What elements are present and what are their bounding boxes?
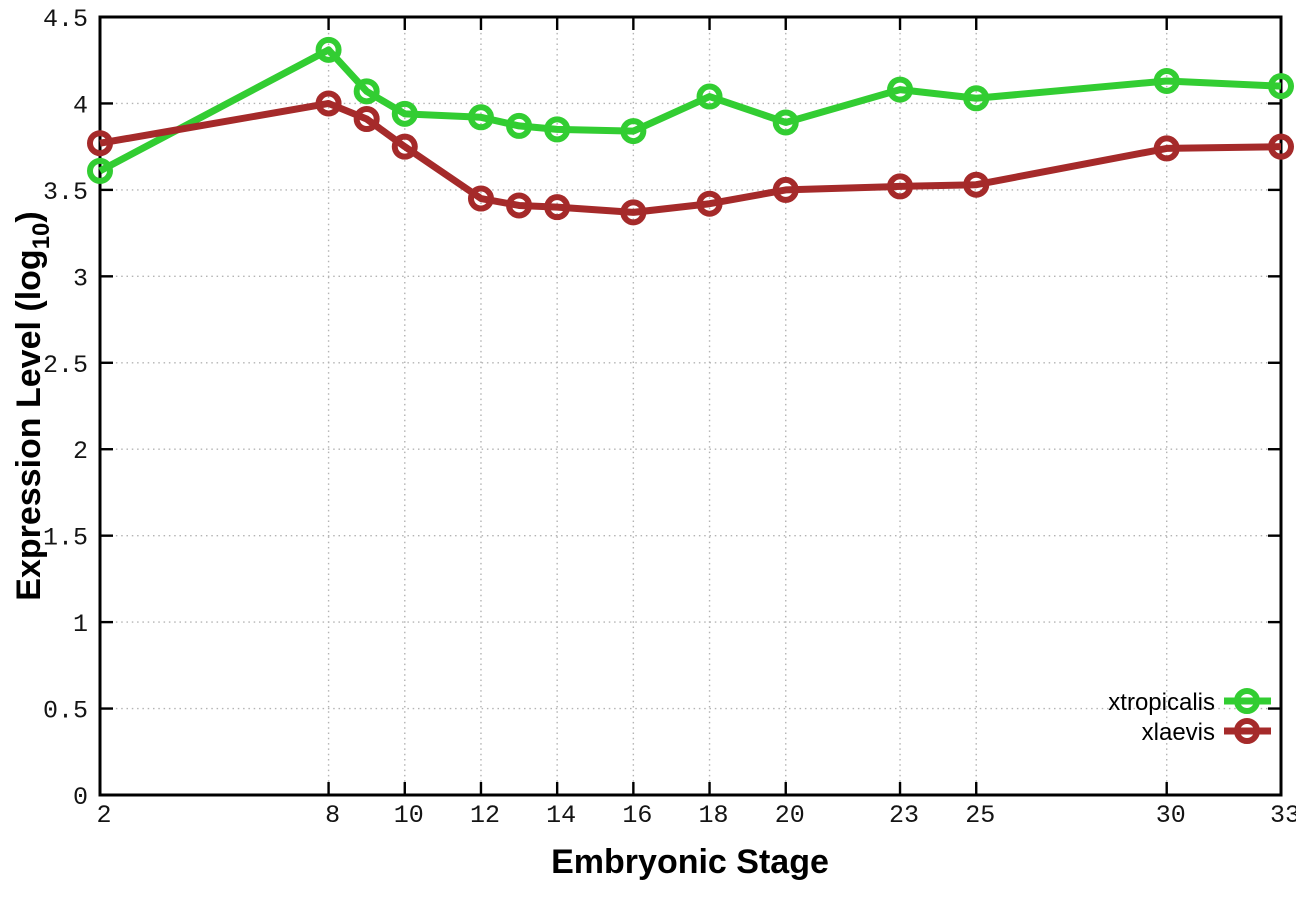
y-tick-label: 2.5 (43, 351, 88, 380)
data-point-xlaevis (467, 185, 494, 212)
data-point-xtropicalis (620, 118, 647, 145)
data-series (87, 36, 1294, 226)
x-tick-label: 14 (546, 801, 576, 830)
data-point-xtropicalis (1268, 73, 1294, 100)
data-point-xtropicalis (696, 83, 723, 110)
gridlines (99, 16, 1282, 796)
data-point-xlaevis (353, 106, 380, 133)
data-point-xtropicalis (1153, 67, 1180, 94)
x-tick-label: 10 (394, 801, 424, 830)
data-point-xlaevis (963, 171, 990, 198)
data-point-xtropicalis (391, 100, 418, 127)
data-point-xlaevis (1153, 135, 1180, 162)
data-point-xtropicalis (544, 116, 571, 143)
data-point-xlaevis (620, 199, 647, 226)
data-point-xlaevis (1268, 133, 1294, 160)
x-tick-label: 16 (622, 801, 652, 830)
data-point-xlaevis (506, 192, 533, 219)
data-point-xtropicalis (315, 36, 342, 63)
y-tick-label: 4 (73, 91, 88, 120)
x-tick-label: 30 (1156, 801, 1186, 830)
data-point-xtropicalis (467, 104, 494, 131)
data-point-xtropicalis (87, 157, 113, 184)
legend-entry-xtropicalis: xtropicalis (1108, 688, 1271, 716)
data-point-xlaevis (544, 194, 571, 221)
x-axis-title: Embryonic Stage (551, 843, 829, 881)
x-tick-label: 23 (889, 801, 919, 830)
data-point-xtropicalis (353, 78, 380, 105)
legend-sample-marker-xlaevis (1234, 718, 1260, 744)
plot-border (98, 15, 1283, 797)
tick-marks (98, 15, 1283, 797)
data-point-xlaevis (391, 133, 418, 160)
y-tick-label: 3.5 (43, 178, 88, 207)
legend-label-xlaevis: xlaevis (1142, 719, 1215, 746)
data-point-xtropicalis (887, 76, 914, 103)
data-point-xtropicalis (963, 85, 990, 112)
legend-entry-xlaevis: xlaevis (1142, 718, 1271, 746)
y-tick-label: 1 (73, 610, 88, 639)
data-point-xlaevis (887, 173, 914, 200)
legend-label-xtropicalis: xtropicalis (1108, 689, 1215, 716)
y-tick-label: 0 (73, 783, 88, 812)
y-tick-label: 3 (73, 264, 88, 293)
series-line-xlaevis (99, 99, 1282, 216)
data-point-xlaevis (87, 130, 113, 157)
legend-sample-marker-xtropicalis (1234, 688, 1260, 714)
y-tick-label: 0.5 (43, 697, 88, 726)
x-tick-label: 2 (96, 801, 111, 830)
data-point-xtropicalis (506, 112, 533, 139)
data-point-xlaevis (696, 190, 723, 217)
y-tick-label: 2 (73, 437, 88, 466)
x-tick-label: 8 (325, 801, 340, 830)
tick-labels: 2 8 10 12 14 16 18 20 23 25 30 33 0 0.5 1 1.5 2 2.5 3 3.5 4 4… (43, 5, 1296, 830)
data-point-xtropicalis (772, 109, 799, 136)
y-tick-label: 1.5 (43, 524, 88, 553)
x-tick-label: 25 (965, 801, 995, 830)
data-point-xlaevis (315, 90, 342, 117)
x-tick-label: 12 (470, 801, 500, 830)
x-tick-label: 18 (699, 801, 729, 830)
legend: xtropicalis xlaevis (1108, 688, 1271, 746)
y-axis-title: Expression Level (log10) (10, 211, 55, 600)
x-tick-label: 33 (1270, 801, 1296, 830)
data-point-xlaevis (772, 176, 799, 203)
y-tick-label: 4.5 (43, 5, 88, 34)
x-tick-label: 20 (775, 801, 805, 830)
